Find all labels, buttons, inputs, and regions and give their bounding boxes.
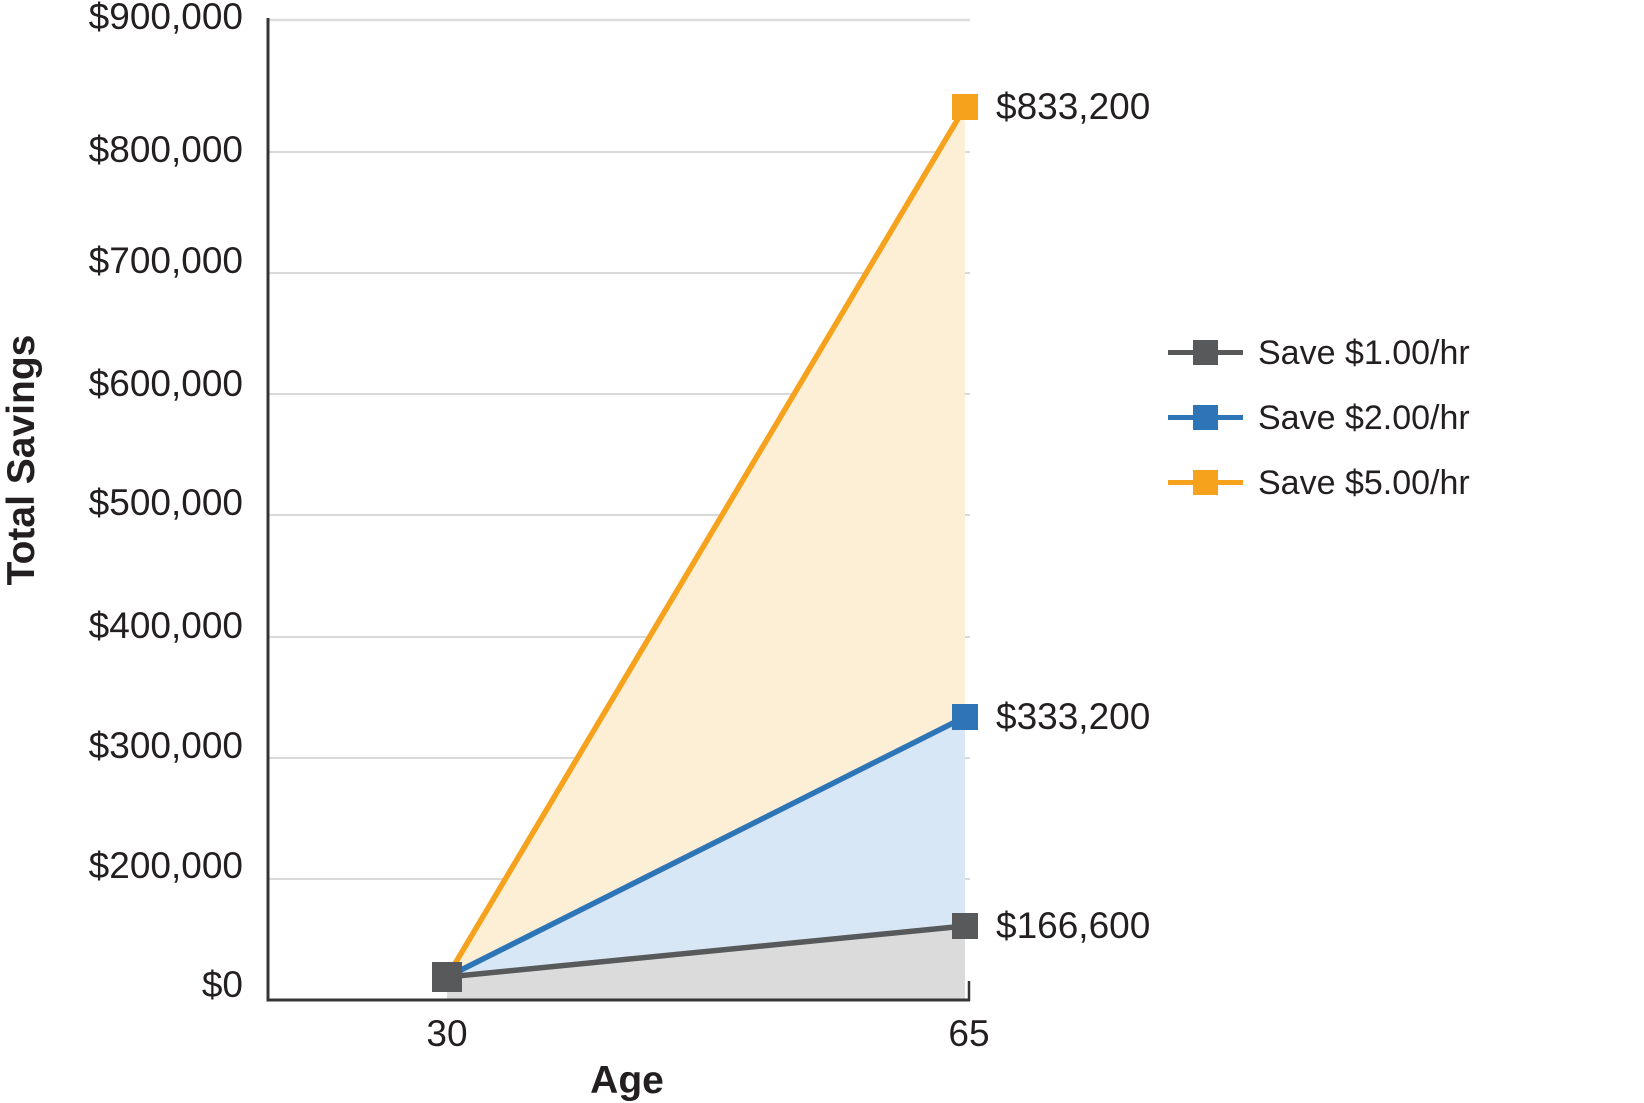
y-tick-label: $300,000 — [88, 725, 243, 766]
series-start-marker — [432, 962, 462, 992]
y-tick-label: $900,000 — [88, 0, 243, 37]
legend-label: Save $1.00/hr — [1258, 333, 1470, 372]
y-tick-label: $400,000 — [88, 605, 243, 646]
series-line — [446, 923, 966, 980]
series-lines — [444, 105, 968, 980]
y-tick-label: $200,000 — [88, 845, 243, 886]
y-tick-label: $600,000 — [88, 363, 243, 404]
series-end-marker — [952, 913, 978, 939]
legend-marker-icon — [1168, 470, 1243, 495]
series-markers — [432, 94, 978, 992]
legend-label: Save $5.00/hr — [1258, 463, 1470, 502]
legend-label: Save $2.00/hr — [1258, 398, 1470, 437]
legend-marker-icon — [1168, 405, 1243, 430]
x-axis-title: Age — [590, 1059, 664, 1102]
legend-row-save1: Save $1.00/hr — [1168, 320, 1470, 385]
series-end-marker — [952, 704, 978, 730]
x-tick-label-65: 65 — [948, 1013, 990, 1054]
axis-lines — [266, 18, 971, 1002]
legend-row-save5: Save $5.00/hr — [1168, 450, 1470, 515]
x-tick-label-30: 30 — [426, 1013, 468, 1054]
legend: Save $1.00/hr Save $2.00/hr Save $5.00/h… — [1168, 320, 1470, 515]
y-tick-label: $800,000 — [88, 129, 243, 170]
legend-row-save2: Save $2.00/hr — [1168, 385, 1470, 450]
series-line — [445, 714, 967, 980]
end-value-label-save5: $833,200 — [996, 86, 1151, 127]
end-value-label-save1: $166,600 — [996, 905, 1151, 946]
series-area — [447, 926, 965, 1000]
legend-marker-icon — [1168, 340, 1243, 365]
end-value-label-save2: $333,200 — [996, 696, 1151, 737]
gridlines — [268, 151, 970, 880]
y-axis-title: Total Savings — [0, 334, 43, 586]
y-tick-label: $0 — [201, 964, 243, 1005]
series-line — [444, 105, 968, 979]
y-tick-label: $500,000 — [88, 482, 243, 523]
series-end-marker — [952, 94, 978, 120]
y-tick-label: $700,000 — [88, 240, 243, 281]
